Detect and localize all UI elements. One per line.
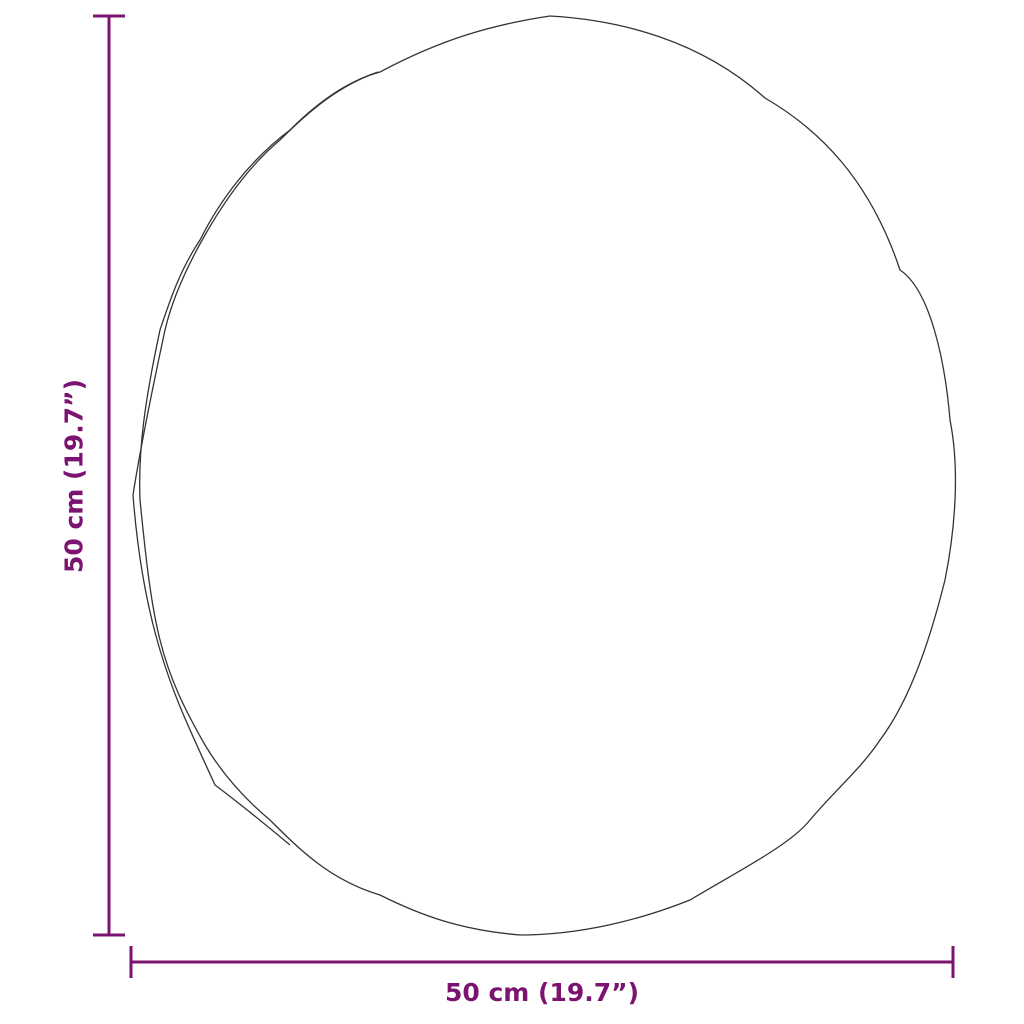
mirror-edge-outline bbox=[132, 71, 379, 846]
mirror-outline bbox=[139, 15, 957, 936]
height-label: 50 cm (19.7”) bbox=[59, 378, 89, 574]
width-label: 50 cm (19.7”) bbox=[444, 978, 640, 1007]
